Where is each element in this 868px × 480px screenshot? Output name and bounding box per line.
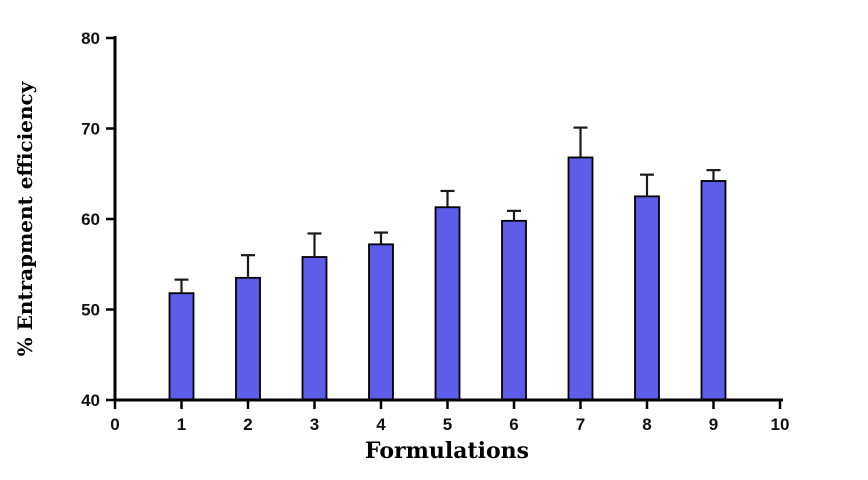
- bar: [634, 195, 660, 401]
- bar: [567, 156, 594, 401]
- x-axis-title: Formulations: [365, 438, 529, 464]
- x-tick-label: 6: [509, 415, 518, 434]
- y-tick-label: 80: [81, 29, 100, 48]
- x-tick-label: 9: [709, 415, 718, 434]
- bar: [301, 256, 328, 401]
- x-tick-label: 10: [771, 415, 790, 434]
- plot-area: 40 50 60 70 80 0 1 2 3 4 5 6 7 8 9 10: [81, 29, 789, 434]
- x-tick-label: 3: [310, 415, 319, 434]
- x-tick-label: 7: [576, 415, 585, 434]
- bar: [368, 243, 394, 401]
- y-tick-label: 60: [81, 210, 100, 229]
- x-tick-label: 4: [376, 415, 386, 434]
- x-tick-label: 8: [642, 415, 651, 434]
- y-axis-title: % Entrapment efficiency: [13, 80, 37, 356]
- x-tick-label: 1: [177, 415, 186, 434]
- bar: [700, 180, 727, 401]
- bar: [501, 219, 527, 401]
- x-tick-label: 0: [110, 415, 119, 434]
- x-tick-label: 5: [443, 415, 452, 434]
- y-tick-label: 70: [81, 120, 100, 139]
- y-tick-label: 40: [81, 391, 100, 410]
- y-tick-label: 50: [81, 301, 100, 320]
- x-tick-label: 2: [243, 415, 252, 434]
- bar: [235, 276, 261, 401]
- bar: [434, 206, 461, 401]
- bar: [168, 292, 195, 401]
